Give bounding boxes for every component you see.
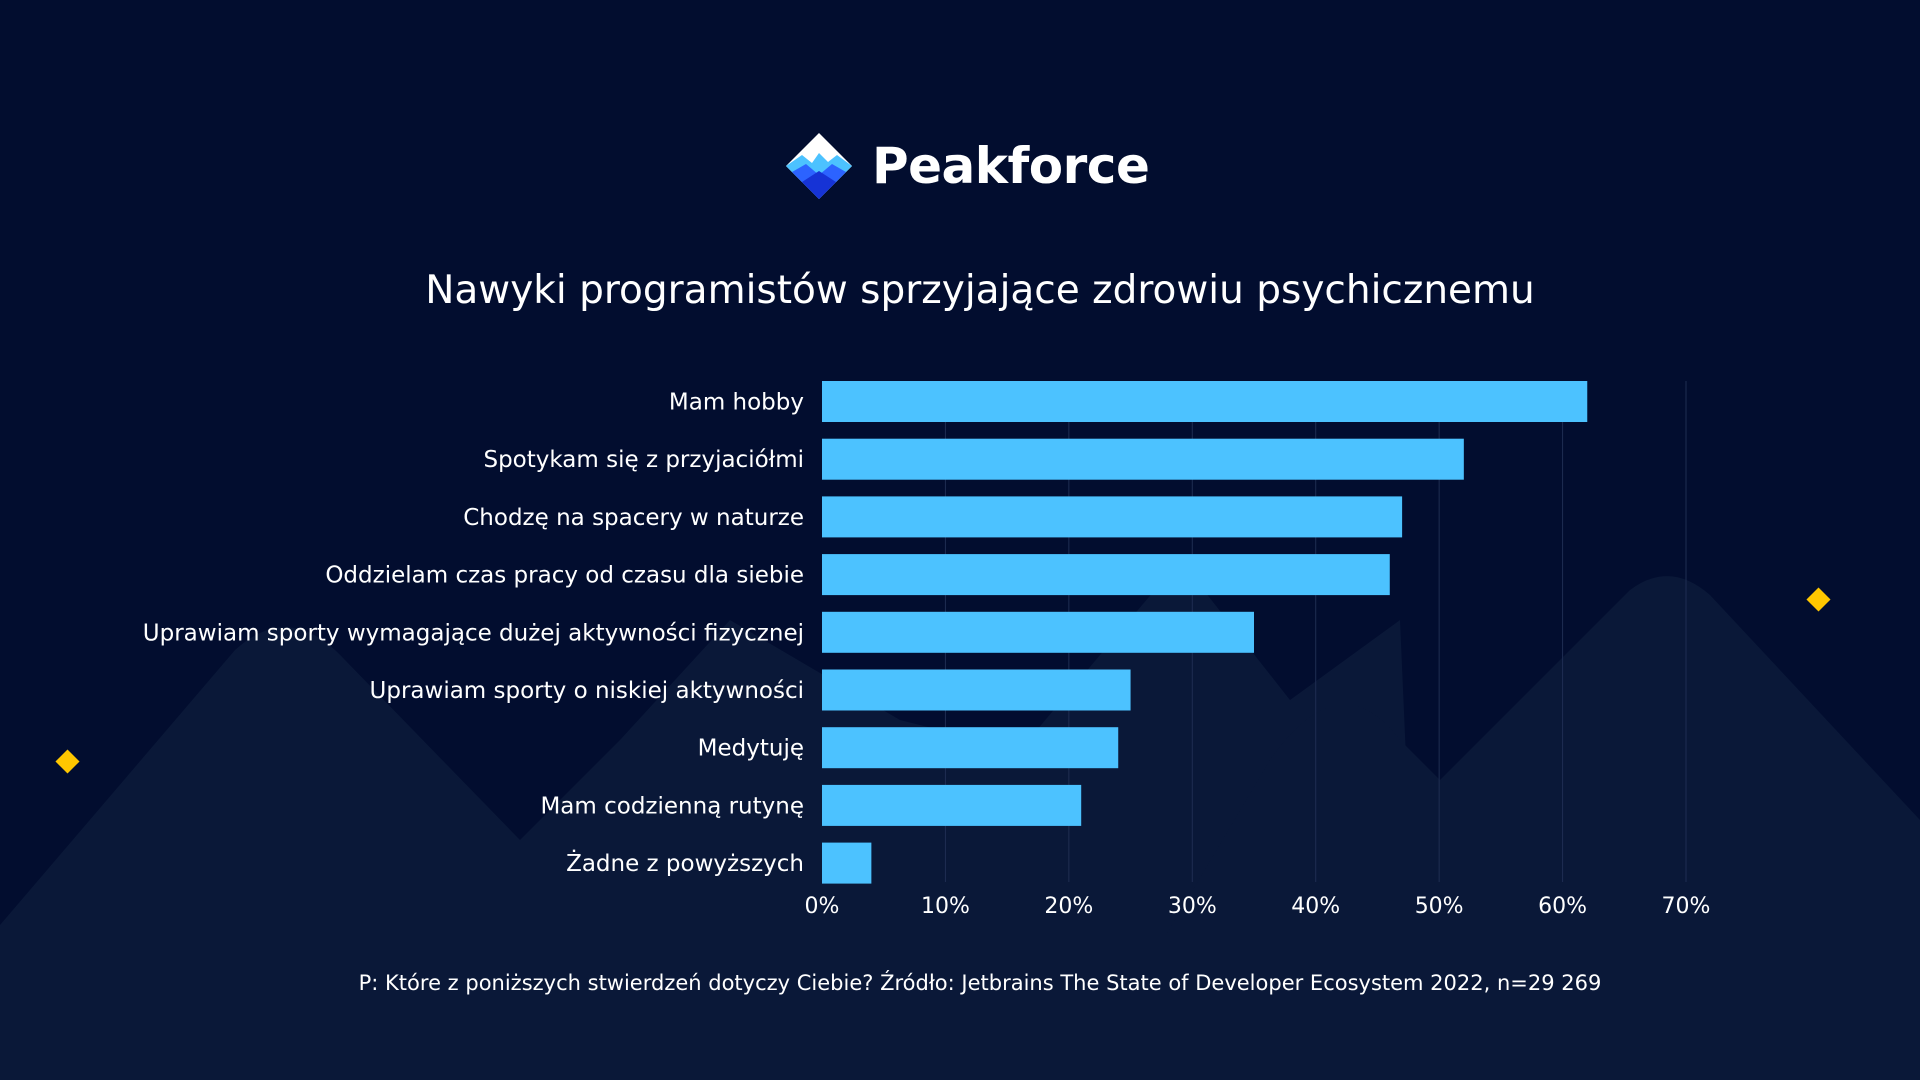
category-label: Żadne z powyższych [566,849,804,877]
category-label: Chodzę na spacery w naturze [463,505,804,531]
x-tick-label: 30% [1168,894,1217,919]
category-label: Mam codzienną rutynę [540,793,804,819]
category-label: Mam hobby [669,390,804,416]
bar [822,727,1119,769]
chart-title: Nawyki programistów sprzyjające zdrowiu … [425,268,1535,313]
x-tick-label: 60% [1538,894,1587,919]
peakforce-mountain-logo-icon [786,133,852,199]
bar [822,611,1254,653]
brand-logo: Peakforce [784,130,1150,202]
x-tick-label: 20% [1044,894,1093,919]
category-label: Uprawiam sporty wymagające dużej aktywno… [143,620,804,646]
category-label: Oddzielam czas pracy od czasu dla siebie [325,563,804,589]
x-tick-label: 70% [1662,894,1711,919]
x-tick-label: 0% [805,894,840,919]
source-note: P: Które z poniższych stwierdzeń dotyczy… [358,971,1602,995]
bar [822,669,1131,711]
bar [822,438,1464,480]
mountain-shape-bottom [0,935,1920,1080]
category-label: Medytuję [698,736,804,762]
brand-name: Peakforce [872,137,1150,195]
x-tick-label: 50% [1415,894,1464,919]
category-label: Uprawiam sporty o niskiej aktywności [370,678,804,704]
bar [822,496,1403,538]
bar [822,381,1588,422]
bar [822,842,872,884]
x-tick-label: 40% [1291,894,1340,919]
bar [822,784,1082,826]
x-tick-label: 10% [921,894,970,919]
category-label: Spotykam się z przyjaciółmi [483,447,804,473]
bar [822,554,1390,596]
